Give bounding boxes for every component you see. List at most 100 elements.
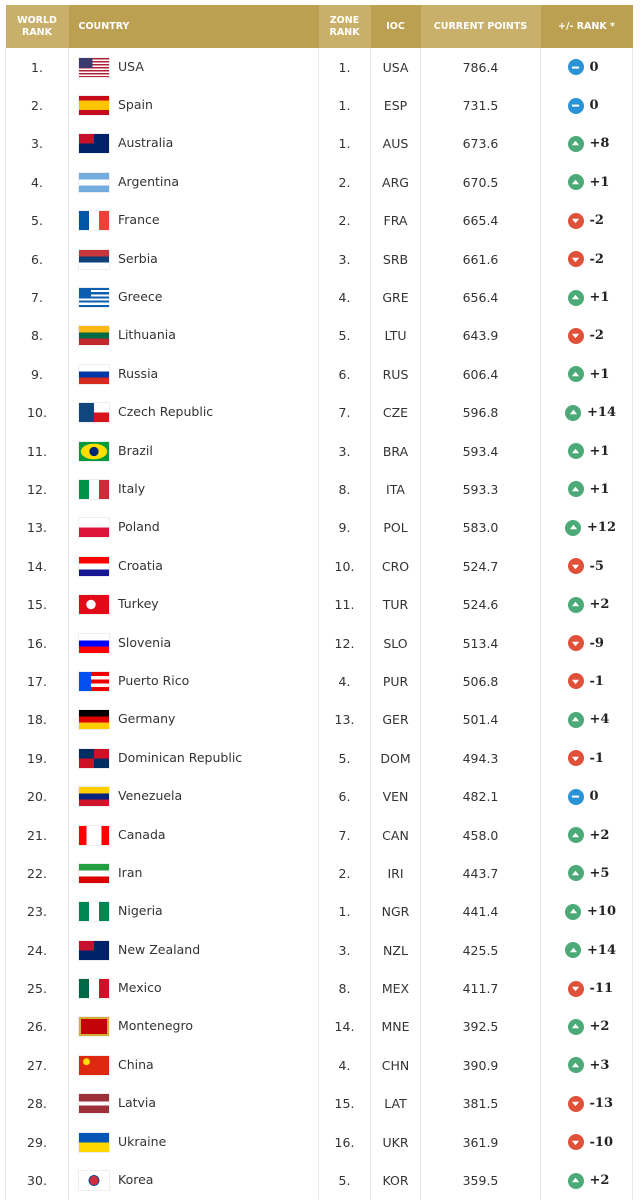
- country-cell[interactable]: Ukraine: [68, 1122, 319, 1162]
- table-row[interactable]: 14. Croatia 10. CRO 524.7 -5: [5, 547, 633, 586]
- country-name[interactable]: Dominican Republic: [118, 749, 243, 765]
- table-row[interactable]: 18. Germany 13. GER 501.4 +4: [5, 700, 633, 740]
- country-name[interactable]: Mexico: [118, 980, 162, 996]
- country-name[interactable]: Italy: [118, 480, 146, 496]
- table-row[interactable]: 28. Latvia 15. LAT 381.5 -13: [5, 1084, 633, 1123]
- country-cell[interactable]: Russia: [68, 355, 319, 394]
- header-world-rank[interactable]: WORLD RANK: [5, 5, 69, 48]
- table-row[interactable]: 26. Montenegro 14. MNE 392.5 +2: [5, 1007, 633, 1047]
- table-row[interactable]: 30. Korea 5. KOR 359.5 +2: [5, 1161, 633, 1200]
- country-name[interactable]: Lithuania: [118, 327, 176, 343]
- country-cell[interactable]: Italy: [68, 470, 319, 509]
- country-name[interactable]: Slovenia: [118, 634, 172, 650]
- country-name[interactable]: Turkey: [118, 596, 159, 612]
- header-current-points[interactable]: CURRENT POINTS: [420, 5, 541, 48]
- country-name[interactable]: USA: [118, 58, 144, 74]
- country-cell[interactable]: Argentina: [68, 163, 319, 202]
- country-cell[interactable]: Germany: [68, 700, 319, 740]
- rank-change: 0: [589, 789, 599, 805]
- country-cell[interactable]: Australia: [68, 124, 319, 164]
- current-points: 656.4: [420, 278, 541, 317]
- table-row[interactable]: 27. China 4. CHN 390.9 +3: [5, 1046, 633, 1085]
- table-row[interactable]: 19. Dominican Republic 5. DOM 494.3 -1: [5, 739, 633, 778]
- country-name[interactable]: Montenegro: [118, 1018, 194, 1034]
- table-row[interactable]: 10. Czech Republic 7. CZE 596.8 +14: [5, 393, 633, 432]
- country-name[interactable]: Puerto Rico: [118, 672, 190, 688]
- country-cell[interactable]: Slovenia: [68, 623, 319, 663]
- country-cell[interactable]: Serbia: [68, 239, 319, 279]
- table-row[interactable]: 3. Australia 1. AUS 673.6 +8: [5, 124, 633, 164]
- country-name[interactable]: Iran: [118, 864, 143, 880]
- country-cell[interactable]: New Zealand: [68, 930, 319, 970]
- country-name[interactable]: Argentina: [118, 173, 179, 189]
- table-row[interactable]: 22. Iran 2. IRI 443.7 +5: [5, 854, 633, 893]
- table-row[interactable]: 5. France 2. FRA 665.4 -2: [5, 201, 633, 240]
- header-zone-rank[interactable]: ZONE RANK: [318, 5, 371, 48]
- table-row[interactable]: 29. Ukraine 16. UKR 361.9 -10: [5, 1122, 633, 1162]
- country-name[interactable]: Australia: [118, 135, 174, 151]
- country-cell[interactable]: France: [68, 201, 319, 240]
- country-name[interactable]: Nigeria: [118, 903, 163, 919]
- country-cell[interactable]: Mexico: [68, 969, 319, 1008]
- zone-rank: 6.: [318, 777, 371, 816]
- country-name[interactable]: Russia: [118, 365, 159, 381]
- country-name[interactable]: New Zealand: [118, 941, 201, 957]
- country-cell[interactable]: China: [68, 1046, 319, 1085]
- header-ioc[interactable]: IOC: [370, 5, 421, 48]
- country-cell[interactable]: Dominican Republic: [68, 739, 319, 778]
- table-row[interactable]: 6. Serbia 3. SRB 661.6 -2: [5, 239, 633, 279]
- table-row[interactable]: 7. Greece 4. GRE 656.4 +1: [5, 278, 633, 317]
- country-name[interactable]: France: [118, 212, 160, 228]
- country-cell[interactable]: Croatia: [68, 547, 319, 586]
- table-row[interactable]: 24. New Zealand 3. NZL 425.5 +14: [5, 930, 633, 970]
- country-name[interactable]: Poland: [118, 519, 160, 535]
- country-name[interactable]: Serbia: [118, 250, 158, 266]
- country-cell[interactable]: Brazil: [68, 431, 319, 471]
- country-name[interactable]: Latvia: [118, 1095, 157, 1111]
- country-name[interactable]: Croatia: [118, 557, 163, 573]
- country-cell[interactable]: Korea: [68, 1161, 319, 1200]
- table-row[interactable]: 23. Nigeria 1. NGR 441.4 +10: [5, 892, 633, 931]
- country-name[interactable]: Brazil: [118, 442, 153, 458]
- table-row[interactable]: 13. Poland 9. POL 583.0 +12: [5, 508, 633, 548]
- country-name[interactable]: Spain: [118, 97, 153, 113]
- table-row[interactable]: 1. USA 1. USA 786.4 0: [5, 48, 633, 87]
- country-cell[interactable]: Venezuela: [68, 777, 319, 816]
- country-cell[interactable]: Greece: [68, 278, 319, 317]
- table-row[interactable]: 4. Argentina 2. ARG 670.5 +1: [5, 163, 633, 202]
- country-cell[interactable]: Poland: [68, 508, 319, 548]
- country-name[interactable]: China: [118, 1056, 154, 1072]
- flag-ukr-icon: [79, 1132, 109, 1152]
- country-name[interactable]: Canada: [118, 826, 166, 842]
- country-cell[interactable]: Czech Republic: [68, 393, 319, 432]
- table-row[interactable]: 20. Venezuela 6. VEN 482.1 0: [5, 777, 633, 816]
- table-row[interactable]: 12. Italy 8. ITA 593.3 +1: [5, 470, 633, 509]
- table-row[interactable]: 15. Turkey 11. TUR 524.6 +2: [5, 585, 633, 624]
- country-name[interactable]: Korea: [118, 1172, 154, 1188]
- table-row[interactable]: 2. Spain 1. ESP 731.5 0: [5, 86, 633, 125]
- table-row[interactable]: 21. Canada 7. CAN 458.0 +2: [5, 815, 633, 855]
- country-cell[interactable]: Lithuania: [68, 316, 319, 356]
- country-cell[interactable]: USA: [68, 48, 319, 87]
- table-row[interactable]: 11. Brazil 3. BRA 593.4 +1: [5, 431, 633, 471]
- country-name[interactable]: Ukraine: [118, 1133, 167, 1149]
- country-name[interactable]: Greece: [118, 289, 163, 305]
- table-row[interactable]: 16. Slovenia 12. SLO 513.4 -9: [5, 623, 633, 663]
- country-cell[interactable]: Iran: [68, 854, 319, 893]
- country-cell[interactable]: Canada: [68, 815, 319, 855]
- table-row[interactable]: 25. Mexico 8. MEX 411.7 -11: [5, 969, 633, 1008]
- country-name[interactable]: Venezuela: [118, 788, 183, 804]
- country-cell[interactable]: Spain: [68, 86, 319, 125]
- country-cell[interactable]: Latvia: [68, 1084, 319, 1123]
- header-country[interactable]: COUNTRY: [68, 5, 319, 48]
- country-cell[interactable]: Montenegro: [68, 1007, 319, 1047]
- country-name[interactable]: Germany: [118, 711, 176, 727]
- table-row[interactable]: 17. Puerto Rico 4. PUR 506.8 -1: [5, 662, 633, 701]
- header-rank-change[interactable]: +/- RANK *: [540, 5, 633, 48]
- country-name[interactable]: Czech Republic: [118, 404, 214, 420]
- country-cell[interactable]: Turkey: [68, 585, 319, 624]
- country-cell[interactable]: Nigeria: [68, 892, 319, 931]
- country-cell[interactable]: Puerto Rico: [68, 662, 319, 701]
- table-row[interactable]: 9. Russia 6. RUS 606.4 +1: [5, 355, 633, 394]
- table-row[interactable]: 8. Lithuania 5. LTU 643.9 -2: [5, 316, 633, 356]
